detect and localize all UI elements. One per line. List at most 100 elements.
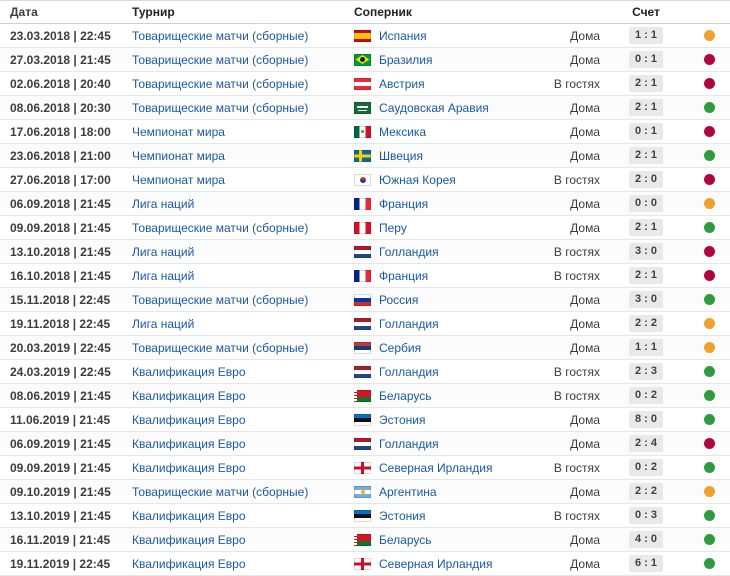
opponent-link[interactable]: Голландия [379, 316, 439, 331]
match-row[interactable]: 02.06.2018 | 20:40 Товарищеские матчи (с… [0, 72, 730, 96]
opponent-link[interactable]: Беларусь [379, 532, 432, 547]
match-row[interactable]: 13.10.2018 | 21:45 Лига наций Голландия … [0, 240, 730, 264]
tournament-link[interactable]: Чемпионат мира [132, 124, 225, 139]
venue-label: Дома [570, 148, 600, 163]
score-cell: 1 : 1 [600, 24, 692, 47]
opponent-link[interactable]: Северная Ирландия [379, 556, 493, 571]
match-row[interactable]: 06.09.2019 | 21:45 Квалификация Евро Гол… [0, 432, 730, 456]
tournament-link[interactable]: Квалификация Евро [132, 436, 246, 451]
match-row[interactable]: 15.11.2018 | 22:45 Товарищеские матчи (с… [0, 288, 730, 312]
opponent-link[interactable]: Сербия [379, 340, 422, 355]
opponent-link[interactable]: Голландия [379, 364, 439, 379]
opponent-link[interactable]: Швеция [379, 148, 423, 163]
result-cell [692, 240, 730, 263]
score-cell: 2 : 2 [600, 312, 692, 335]
tournament-link[interactable]: Товарищеские матчи (сборные) [132, 340, 309, 355]
match-row[interactable]: 16.10.2018 | 21:45 Лига наций Франция В … [0, 264, 730, 288]
match-row[interactable]: 27.03.2018 | 21:45 Товарищеские матчи (с… [0, 48, 730, 72]
match-row[interactable]: 23.03.2018 | 22:45 Товарищеские матчи (с… [0, 24, 730, 48]
opponent-cell: Перу [346, 216, 534, 239]
opponent-cell: Голландия [346, 312, 534, 335]
opponent-flag-icon [354, 485, 371, 498]
opponent-link[interactable]: Австрия [379, 76, 425, 91]
venue-label: В гостях [553, 76, 600, 91]
tournament-cell: Квалификация Евро [124, 360, 346, 383]
opponent-link[interactable]: Голландия [379, 244, 439, 259]
opponent-link[interactable]: Аргентина [379, 484, 437, 499]
score-badge: 2 : 1 [628, 219, 663, 236]
match-date: 19.11.2019 | 22:45 [10, 556, 111, 571]
match-row[interactable]: 16.11.2019 | 21:45 Квалификация Евро Бел… [0, 528, 730, 552]
opponent-link[interactable]: Голландия [379, 436, 439, 451]
tournament-link[interactable]: Лига наций [132, 244, 195, 259]
opponent-link[interactable]: Беларусь [379, 388, 432, 403]
match-date: 09.09.2019 | 21:45 [10, 460, 111, 475]
tournament-link[interactable]: Товарищеские матчи (сборные) [132, 76, 309, 91]
tournament-link[interactable]: Квалификация Евро [132, 364, 246, 379]
match-row[interactable]: 09.09.2018 | 21:45 Товарищеские матчи (с… [0, 216, 730, 240]
opponent-cell: Бразилия [346, 48, 534, 71]
opponent-link[interactable]: Саудовская Аравия [379, 100, 489, 115]
tournament-link[interactable]: Лига наций [132, 316, 195, 331]
tournament-link[interactable]: Товарищеские матчи (сборные) [132, 484, 309, 499]
match-row[interactable]: 08.06.2019 | 21:45 Квалификация Евро Бел… [0, 384, 730, 408]
tournament-link[interactable]: Квалификация Евро [132, 412, 246, 427]
opponent-link[interactable]: Южная Корея [379, 172, 456, 187]
tournament-link[interactable]: Товарищеские матчи (сборные) [132, 100, 309, 115]
opponent-flag-icon [354, 317, 371, 330]
tournament-link[interactable]: Квалификация Евро [132, 508, 246, 523]
score-cell: 2 : 1 [600, 96, 692, 119]
opponent-flag-icon [354, 245, 371, 258]
match-row[interactable]: 09.09.2019 | 21:45 Квалификация Евро Сев… [0, 456, 730, 480]
result-indicator-dot [704, 438, 715, 449]
tournament-link[interactable]: Лига наций [132, 196, 195, 211]
tournament-cell: Товарищеские матчи (сборные) [124, 288, 346, 311]
opponent-flag-icon [354, 437, 371, 450]
tournament-link[interactable]: Квалификация Евро [132, 532, 246, 547]
tournament-link[interactable]: Товарищеские матчи (сборные) [132, 292, 309, 307]
tournament-link[interactable]: Товарищеские матчи (сборные) [132, 52, 309, 67]
match-row[interactable]: 19.11.2019 | 22:45 Квалификация Евро Сев… [0, 552, 730, 576]
result-indicator-dot [704, 78, 715, 89]
match-row[interactable]: 11.06.2019 | 21:45 Квалификация Евро Эст… [0, 408, 730, 432]
opponent-link[interactable]: Бразилия [379, 52, 433, 67]
opponent-link[interactable]: Франция [379, 268, 429, 283]
match-row[interactable]: 17.06.2018 | 18:00 Чемпионат мира Мексик… [0, 120, 730, 144]
tournament-link[interactable]: Лига наций [132, 268, 195, 283]
match-row[interactable]: 23.06.2018 | 21:00 Чемпионат мира Швеция… [0, 144, 730, 168]
result-cell [692, 504, 730, 527]
match-date: 24.03.2019 | 22:45 [10, 364, 111, 379]
match-row[interactable]: 19.11.2018 | 22:45 Лига наций Голландия … [0, 312, 730, 336]
tournament-link[interactable]: Квалификация Евро [132, 388, 246, 403]
match-date: 06.09.2018 | 21:45 [10, 196, 111, 211]
opponent-link[interactable]: Эстония [379, 412, 426, 427]
match-row[interactable]: 20.03.2019 | 22:45 Товарищеские матчи (с… [0, 336, 730, 360]
opponent-link[interactable]: Испания [379, 28, 427, 43]
match-row[interactable]: 09.10.2019 | 21:45 Товарищеские матчи (с… [0, 480, 730, 504]
opponent-link[interactable]: Россия [379, 292, 419, 307]
opponent-link[interactable]: Северная Ирландия [379, 460, 493, 475]
result-cell [692, 360, 730, 383]
opponent-link[interactable]: Эстония [379, 508, 426, 523]
match-row[interactable]: 06.09.2018 | 21:45 Лига наций Франция До… [0, 192, 730, 216]
match-row[interactable]: 27.06.2018 | 17:00 Чемпионат мира Южная … [0, 168, 730, 192]
tournament-link[interactable]: Квалификация Евро [132, 460, 246, 475]
match-row[interactable]: 13.10.2019 | 21:45 Квалификация Евро Эст… [0, 504, 730, 528]
tournament-link[interactable]: Квалификация Евро [132, 556, 246, 571]
score-cell: 2 : 1 [600, 216, 692, 239]
tournament-cell: Чемпионат мира [124, 120, 346, 143]
opponent-cell: Южная Корея [346, 168, 534, 191]
tournament-link[interactable]: Товарищеские матчи (сборные) [132, 28, 309, 43]
opponent-link[interactable]: Перу [379, 220, 407, 235]
match-date: 09.09.2018 | 21:45 [10, 220, 111, 235]
tournament-link[interactable]: Чемпионат мира [132, 172, 225, 187]
tournament-cell: Лига наций [124, 264, 346, 287]
opponent-link[interactable]: Франция [379, 196, 429, 211]
match-date: 08.06.2018 | 20:30 [10, 100, 111, 115]
tournament-link[interactable]: Товарищеские матчи (сборные) [132, 220, 309, 235]
opponent-link[interactable]: Мексика [379, 124, 427, 139]
match-row[interactable]: 24.03.2019 | 22:45 Квалификация Евро Гол… [0, 360, 730, 384]
match-row[interactable]: 08.06.2018 | 20:30 Товарищеские матчи (с… [0, 96, 730, 120]
opponent-cell: Франция [346, 192, 534, 215]
tournament-link[interactable]: Чемпионат мира [132, 148, 225, 163]
